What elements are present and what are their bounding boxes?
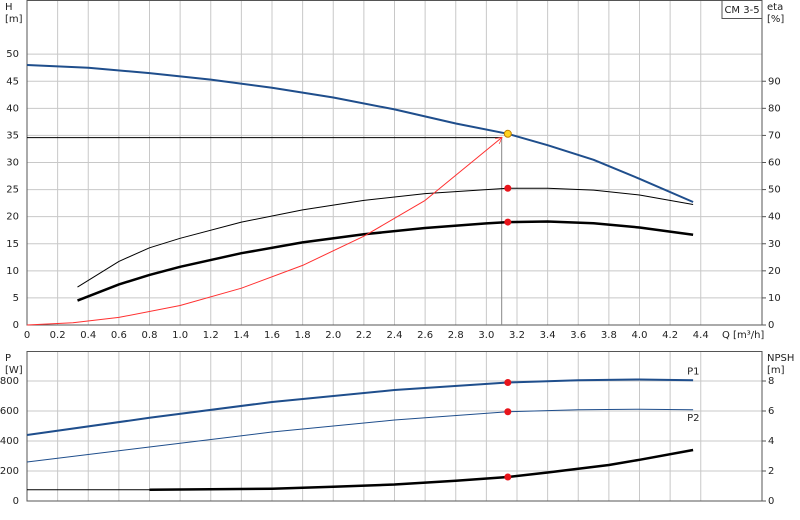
plot-frame [26,0,763,326]
y-tick-label: 10 [6,266,19,277]
series-line [149,448,694,492]
y-tick-label: 40 [6,103,19,114]
y-tick-label: 35 [6,130,19,141]
x-tick-label: 2.6 [417,330,433,341]
chart-label: CM 3-5 [724,5,759,16]
y-tick-label: 400 [0,436,19,447]
y2-tick-label: 6 [768,406,774,417]
operating-point [504,184,512,192]
y2-tick-label: 8 [768,376,774,387]
y2-axis-label: [%] [767,14,784,25]
series-label: P2 [687,413,699,424]
y-axis-label: [W] [5,365,23,376]
y2-tick-label: 0 [768,496,774,507]
x-tick-label: 1.8 [295,330,311,341]
y-tick-label: 200 [0,466,19,477]
series-line [26,378,694,436]
y-tick-label: 800 [0,376,19,387]
x-tick-label: 1.2 [203,330,219,341]
y-tick-label: 15 [6,239,19,250]
y-tick-label: 0 [13,496,19,507]
x-axis-label: Q [m³/h] [722,330,764,341]
x-tick-label: 1.0 [172,330,188,341]
x-tick-label: 2.8 [448,330,464,341]
x-tick-label: 2.2 [356,330,372,341]
x-tick-label: 0.2 [50,330,66,341]
series-line [77,220,694,302]
x-tick-label: 1.6 [264,330,280,341]
x-tick-label: 2.4 [387,330,403,341]
x-tick-label: 4.4 [693,330,709,341]
x-tick-label: 0.6 [111,330,127,341]
y2-axis-label: NPSH [767,353,794,364]
y2-tick-label: 30 [768,239,781,250]
x-tick-label: 0.4 [80,330,96,341]
y-axis-label: P [5,353,11,364]
y-tick-label: 30 [6,158,19,169]
y2-axis-label: [m] [767,365,785,376]
operating-point [504,379,512,386]
y2-tick-label: 40 [768,212,781,223]
x-tick-label: 2.0 [325,330,341,341]
y-axis-label: [m] [5,14,23,25]
x-tick-label: 3.4 [540,330,556,341]
series-line [77,187,694,288]
y-axis-label: H [5,2,13,13]
operating-point [504,473,512,481]
y-tick-label: 0 [13,320,19,331]
series-line [26,138,502,326]
x-tick-label: 1.4 [233,330,249,341]
series-label: P1 [687,366,699,377]
series-line [26,408,694,463]
y-tick-label: 20 [6,212,19,223]
y2-tick-label: 70 [768,130,781,141]
y2-tick-label: 90 [768,76,781,87]
x-tick-label: 3.2 [509,330,525,341]
y2-tick-label: 50 [768,185,781,196]
x-tick-label: 0.8 [142,330,158,341]
x-tick-label: 0 [24,330,30,341]
operating-point [503,129,512,138]
y-tick-label: 50 [6,49,19,60]
y-tick-label: 5 [13,293,19,304]
y2-tick-label: 60 [768,158,781,169]
plot-frame [26,351,763,502]
x-tick-label: 4.0 [632,330,648,341]
operating-point [504,408,512,416]
y2-tick-label: 4 [768,436,774,447]
y2-axis-label: eta [767,2,783,13]
operating-point [504,218,512,226]
y2-tick-label: 2 [768,466,774,477]
x-tick-label: 4.2 [662,330,678,341]
series-line [26,64,694,203]
y2-tick-label: 80 [768,103,781,114]
y2-tick-label: 10 [768,293,781,304]
y-tick-label: 600 [0,406,19,417]
x-tick-label: 3.0 [478,330,494,341]
x-tick-label: 3.6 [570,330,586,341]
x-tick-label: 3.8 [601,330,617,341]
y2-tick-label: 0 [768,320,774,331]
y-tick-label: 45 [6,76,19,87]
y-tick-label: 25 [6,185,19,196]
y2-tick-label: 20 [768,266,781,277]
label-box [721,0,763,19]
